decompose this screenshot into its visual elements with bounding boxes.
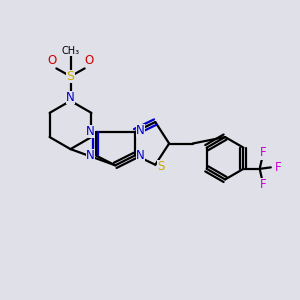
Text: N: N [136,124,145,137]
Text: O: O [84,54,94,67]
Text: O: O [47,54,57,67]
Text: N: N [86,149,94,162]
Text: F: F [260,178,266,191]
Text: CH₃: CH₃ [61,46,80,56]
Text: N: N [86,125,94,138]
Text: F: F [274,161,281,174]
Text: S: S [157,160,164,173]
Text: N: N [66,91,75,104]
Text: N: N [136,149,145,162]
Text: F: F [260,146,266,159]
Text: S: S [67,70,74,83]
